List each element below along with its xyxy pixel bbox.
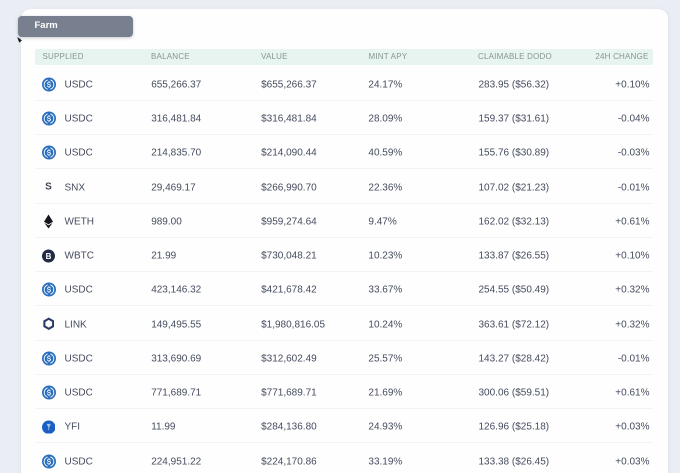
svg-text:B: B [46,252,52,261]
